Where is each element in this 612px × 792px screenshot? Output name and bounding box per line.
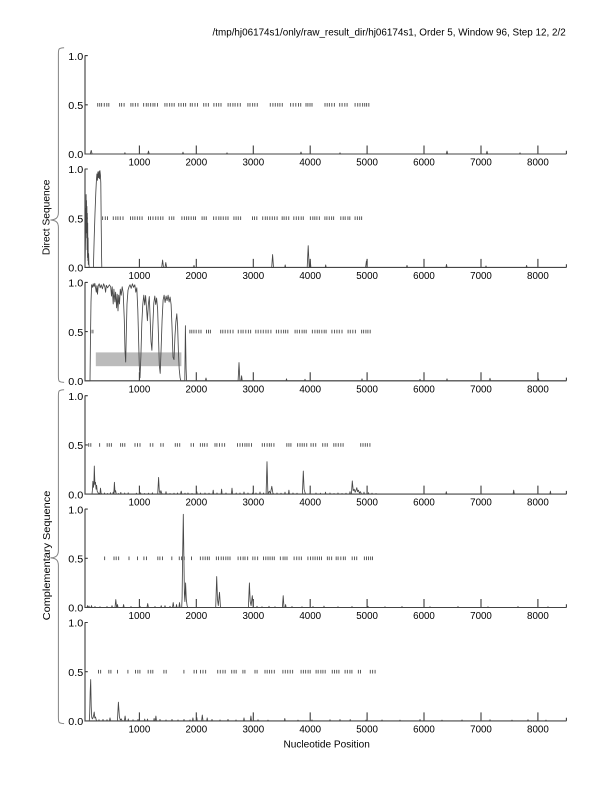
svg-text:7000: 7000 xyxy=(470,611,492,622)
svg-text:1000: 1000 xyxy=(129,271,151,282)
svg-text:0.0: 0.0 xyxy=(68,150,83,161)
svg-text:8000: 8000 xyxy=(527,725,549,736)
svg-text:0.0: 0.0 xyxy=(68,490,83,501)
svg-text:5000: 5000 xyxy=(356,384,378,395)
svg-text:2000: 2000 xyxy=(185,271,207,282)
svg-text:6000: 6000 xyxy=(413,384,435,395)
svg-text:0.5: 0.5 xyxy=(68,214,83,225)
svg-text:Direct Sequence: Direct Sequence xyxy=(41,179,52,255)
svg-text:3000: 3000 xyxy=(242,725,264,736)
svg-text:7000: 7000 xyxy=(470,498,492,509)
svg-text:1000: 1000 xyxy=(129,158,151,169)
svg-text:8000: 8000 xyxy=(527,271,549,282)
svg-text:8000: 8000 xyxy=(527,384,549,395)
svg-text:1000: 1000 xyxy=(129,498,151,509)
svg-text:4000: 4000 xyxy=(299,498,321,509)
svg-text:2000: 2000 xyxy=(185,611,207,622)
svg-text:1.0: 1.0 xyxy=(68,279,83,290)
svg-text:3000: 3000 xyxy=(242,384,264,395)
svg-text:0.5: 0.5 xyxy=(68,101,83,112)
svg-text:Nucleotide Position: Nucleotide Position xyxy=(284,740,370,751)
svg-text:6000: 6000 xyxy=(413,498,435,509)
svg-text:8000: 8000 xyxy=(527,158,549,169)
svg-text:4000: 4000 xyxy=(299,271,321,282)
svg-text:1.0: 1.0 xyxy=(68,505,83,516)
svg-text:4000: 4000 xyxy=(299,725,321,736)
svg-text:7000: 7000 xyxy=(470,158,492,169)
svg-text:0.0: 0.0 xyxy=(68,604,83,615)
svg-text:0.5: 0.5 xyxy=(68,555,83,566)
svg-text:4000: 4000 xyxy=(299,611,321,622)
svg-text:0.0: 0.0 xyxy=(68,377,83,388)
svg-text:3000: 3000 xyxy=(242,158,264,169)
svg-text:Complementary Sequence: Complementary Sequence xyxy=(42,490,53,620)
svg-text:3000: 3000 xyxy=(242,611,264,622)
svg-text:5000: 5000 xyxy=(356,158,378,169)
svg-text:2000: 2000 xyxy=(185,498,207,509)
svg-text:6000: 6000 xyxy=(413,271,435,282)
svg-text:6000: 6000 xyxy=(413,158,435,169)
svg-text:3000: 3000 xyxy=(242,498,264,509)
svg-text:2000: 2000 xyxy=(185,158,207,169)
svg-text:5000: 5000 xyxy=(356,271,378,282)
svg-text:2000: 2000 xyxy=(185,384,207,395)
svg-text:8000: 8000 xyxy=(527,498,549,509)
svg-text:0.5: 0.5 xyxy=(68,441,83,452)
svg-text:0.0: 0.0 xyxy=(68,717,83,728)
svg-text:0.5: 0.5 xyxy=(68,668,83,679)
svg-text:8000: 8000 xyxy=(527,611,549,622)
svg-text:3000: 3000 xyxy=(242,271,264,282)
svg-text:/tmp/hj06174s1/only/raw_result: /tmp/hj06174s1/only/raw_result_dir/hj061… xyxy=(213,28,567,39)
svg-text:1.0: 1.0 xyxy=(68,165,83,176)
svg-text:1000: 1000 xyxy=(129,725,151,736)
svg-text:0.5: 0.5 xyxy=(68,328,83,339)
svg-text:1000: 1000 xyxy=(129,611,151,622)
svg-text:5000: 5000 xyxy=(356,498,378,509)
svg-text:6000: 6000 xyxy=(413,611,435,622)
svg-text:6000: 6000 xyxy=(413,725,435,736)
svg-text:5000: 5000 xyxy=(356,611,378,622)
svg-text:7000: 7000 xyxy=(470,271,492,282)
svg-text:1.0: 1.0 xyxy=(68,52,83,63)
svg-text:7000: 7000 xyxy=(470,384,492,395)
svg-text:0.0: 0.0 xyxy=(68,264,83,275)
svg-text:2000: 2000 xyxy=(185,725,207,736)
svg-text:5000: 5000 xyxy=(356,725,378,736)
svg-text:1000: 1000 xyxy=(129,384,151,395)
svg-text:7000: 7000 xyxy=(470,725,492,736)
svg-text:4000: 4000 xyxy=(299,384,321,395)
svg-text:1.0: 1.0 xyxy=(68,392,83,403)
svg-text:4000: 4000 xyxy=(299,158,321,169)
svg-text:1.0: 1.0 xyxy=(68,619,83,630)
